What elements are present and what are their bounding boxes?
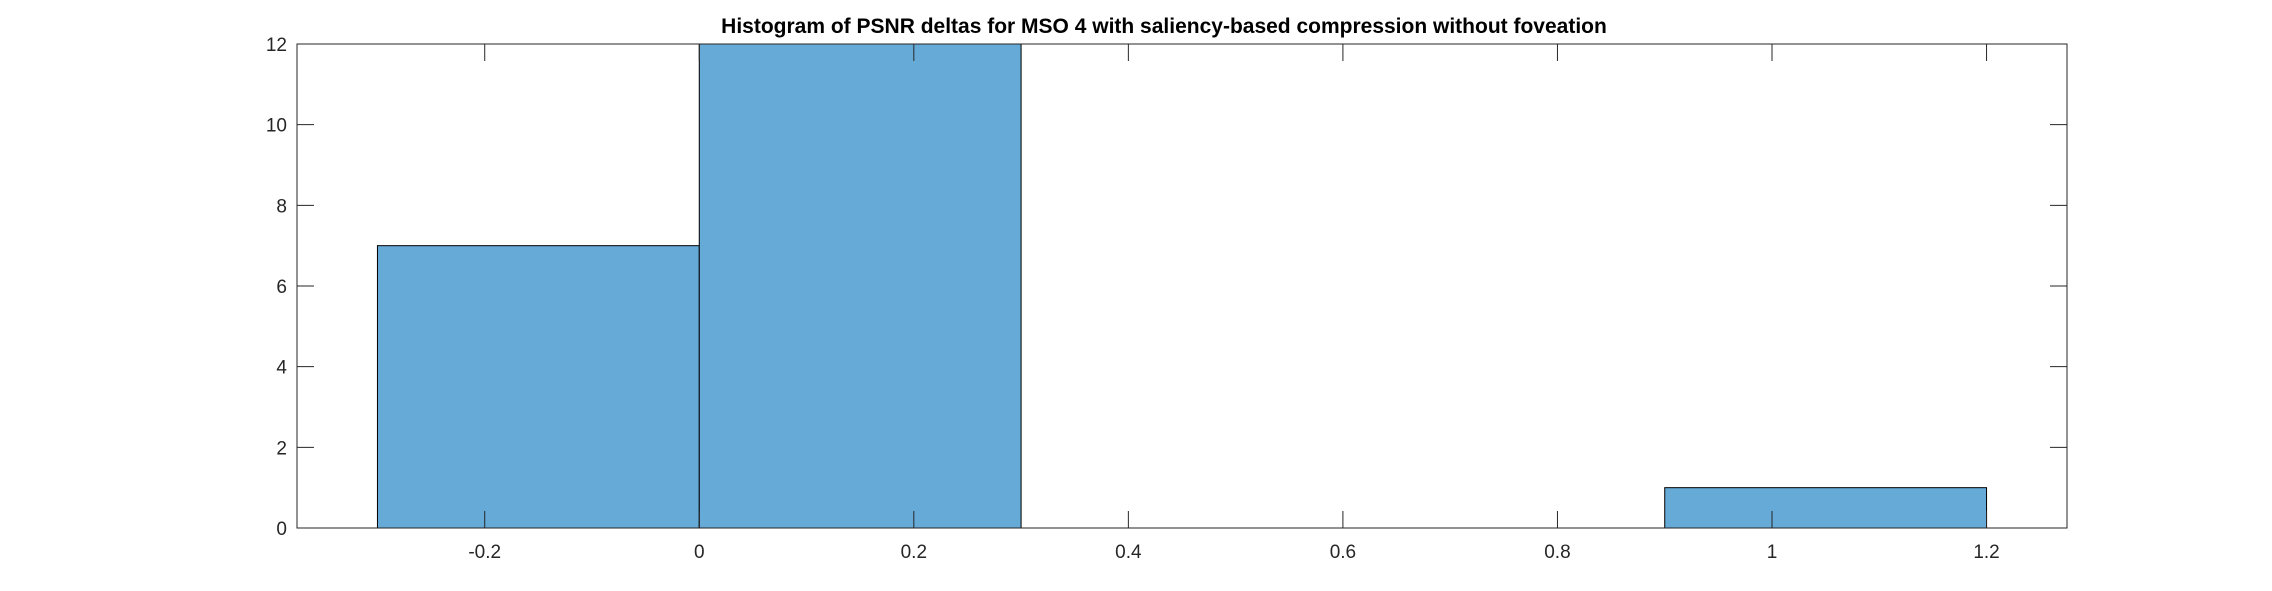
y-tick-label: 10 [266,116,287,137]
chart-title: Histogram of PSNR deltas for MSO 4 with … [721,15,1607,38]
histogram-bar-4 [1664,487,1988,529]
y-tick-label: 6 [276,277,287,298]
bars-group [376,43,1988,529]
x-tick-label: 0 [694,542,705,563]
x-tick-label: 0.4 [1115,542,1142,563]
x-tick-label: 1.2 [1973,542,1999,563]
y-tick-label: 8 [276,196,287,217]
y-tick-label: 12 [266,35,287,56]
x-axis-ticks: -0.2 0 0.2 0.4 0.6 0.8 1 1.2 [468,44,2000,563]
histogram-bar-1 [698,43,1022,529]
y-axis-ticks: 0 2 4 6 8 10 12 [266,35,2067,540]
y-tick-label: 2 [276,438,287,459]
x-tick-label: 0.2 [901,542,927,563]
x-tick-label: -0.2 [468,542,501,563]
y-tick-label: 4 [276,358,287,379]
x-tick-label: 1 [1767,542,1778,563]
y-tick-label: 0 [276,519,287,540]
x-tick-label: 0.8 [1544,542,1570,563]
plot-area-frame [296,43,2068,529]
x-tick-label: 0.6 [1330,542,1356,563]
histogram-bar-0 [376,245,700,529]
